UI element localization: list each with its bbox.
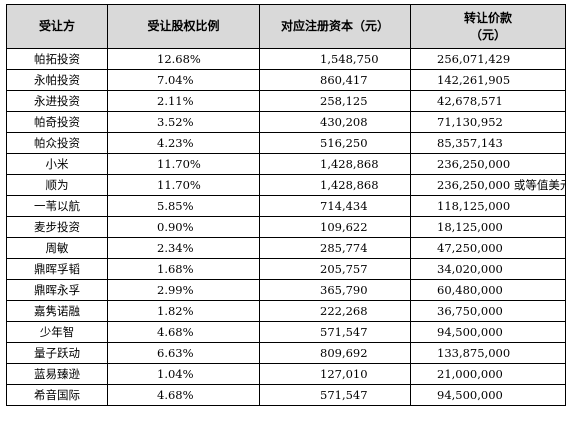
table-row: 少年智 4.68% 571,547 94,500,000 [6,321,566,343]
header-transfer-price: 转让价款 （元） [410,4,566,49]
table-row: 永进投资 2.11% 258,125 42,678,571 [6,90,566,112]
cell-transferee: 顺为 [6,174,108,196]
table-row: 希音国际 4.68% 571,547 94,500,000 [6,384,566,406]
cell-equity-ratio: 1.04% [107,363,260,385]
cell-registered-capital: 1,428,868 [259,153,411,175]
header-transfer-price-line2: （元） [469,27,506,42]
cell-equity-ratio: 4.68% [107,321,260,343]
cell-equity-ratio: 2.99% [107,279,260,301]
table-row: 周敏 2.34% 285,774 47,250,000 [6,237,566,259]
cell-transferee: 帕众投资 [6,132,108,154]
cell-equity-ratio: 2.11% [107,90,260,112]
cell-transfer-price: 34,020,000 [410,258,566,280]
equity-transfer-table: 受让方 受让股权比例 对应注册资本（元） 转让价款 （元） 帕拓投资 12.68%… [6,4,566,406]
cell-transfer-price: 142,261,905 [410,69,566,91]
header-equity-ratio: 受让股权比例 [107,4,260,49]
cell-transferee: 量子跃动 [6,342,108,364]
cell-equity-ratio: 6.63% [107,342,260,364]
cell-transfer-price: 94,500,000 [410,384,566,406]
cell-transfer-price: 42,678,571 [410,90,566,112]
cell-transferee: 永帕投资 [6,69,108,91]
cell-equity-ratio: 2.34% [107,237,260,259]
cell-transfer-price: 36,750,000 [410,300,566,322]
cell-transfer-price: 256,071,429 [410,48,566,70]
cell-transfer-price: 18,125,000 [410,216,566,238]
cell-transferee: 鼎晖永孚 [6,279,108,301]
cell-equity-ratio: 1.82% [107,300,260,322]
cell-transferee: 鼎晖孚韬 [6,258,108,280]
cell-transfer-price: 94,500,000 [410,321,566,343]
cell-equity-ratio: 4.23% [107,132,260,154]
table-row: 小米 11.70% 1,428,868 236,250,000 [6,153,566,175]
cell-registered-capital: 222,268 [259,300,411,322]
cell-equity-ratio: 7.04% [107,69,260,91]
cell-transferee: 蓝易臻逊 [6,363,108,385]
table-row: 帕奇投资 3.52% 430,208 71,130,952 [6,111,566,133]
cell-equity-ratio: 5.85% [107,195,260,217]
cell-equity-ratio: 11.70% [107,153,260,175]
table-row: 量子跃动 6.63% 809,692 133,875,000 [6,342,566,364]
cell-registered-capital: 1,428,868 [259,174,411,196]
cell-transferee: 少年智 [6,321,108,343]
cell-registered-capital: 205,757 [259,258,411,280]
cell-transfer-price: 71,130,952 [410,111,566,133]
cell-transferee: 希音国际 [6,384,108,406]
cell-transferee: 一苇以航 [6,195,108,217]
cell-equity-ratio: 0.90% [107,216,260,238]
table-row: 蓝易臻逊 1.04% 127,010 21,000,000 [6,363,566,385]
cell-registered-capital: 1,548,750 [259,48,411,70]
cell-registered-capital: 365,790 [259,279,411,301]
cell-transfer-price: 85,357,143 [410,132,566,154]
cell-transfer-price: 60,480,000 [410,279,566,301]
cell-registered-capital: 258,125 [259,90,411,112]
cell-equity-ratio: 11.70% [107,174,260,196]
cell-transfer-price: 236,250,000 [410,153,566,175]
cell-transferee: 帕拓投资 [6,48,108,70]
cell-transferee: 永进投资 [6,90,108,112]
table-row: 帕众投资 4.23% 516,250 85,357,143 [6,132,566,154]
cell-registered-capital: 809,692 [259,342,411,364]
table-row: 鼎晖永孚 2.99% 365,790 60,480,000 [6,279,566,301]
cell-transferee: 帕奇投资 [6,111,108,133]
cell-registered-capital: 285,774 [259,237,411,259]
cell-transferee: 小米 [6,153,108,175]
cell-registered-capital: 714,434 [259,195,411,217]
header-transferee: 受让方 [6,4,108,49]
cell-registered-capital: 430,208 [259,111,411,133]
table-row: 鼎晖孚韬 1.68% 205,757 34,020,000 [6,258,566,280]
cell-registered-capital: 571,547 [259,384,411,406]
cell-registered-capital: 571,547 [259,321,411,343]
table-row: 顺为 11.70% 1,428,868 236,250,000 或等值美元 [6,174,566,196]
table-header: 受让方 受让股权比例 对应注册资本（元） 转让价款 （元） [6,4,566,49]
cell-registered-capital: 127,010 [259,363,411,385]
cell-registered-capital: 109,622 [259,216,411,238]
cell-transferee: 周敏 [6,237,108,259]
cell-registered-capital: 860,417 [259,69,411,91]
header-registered-capital: 对应注册资本（元） [259,4,411,49]
cell-registered-capital: 516,250 [259,132,411,154]
cell-transfer-price: 47,250,000 [410,237,566,259]
cell-transferee: 麦步投资 [6,216,108,238]
cell-transfer-price: 21,000,000 [410,363,566,385]
cell-equity-ratio: 4.68% [107,384,260,406]
cell-transfer-price: 236,250,000 或等值美元 [410,174,566,196]
table-row: 一苇以航 5.85% 714,434 118,125,000 [6,195,566,217]
cell-equity-ratio: 3.52% [107,111,260,133]
header-transfer-price-line1: 转让价款 [463,10,512,25]
cell-transfer-price: 133,875,000 [410,342,566,364]
cell-equity-ratio: 1.68% [107,258,260,280]
table-row: 永帕投资 7.04% 860,417 142,261,905 [6,69,566,91]
cell-equity-ratio: 12.68% [107,48,260,70]
table-row: 麦步投资 0.90% 109,622 18,125,000 [6,216,566,238]
cell-transfer-price: 118,125,000 [410,195,566,217]
table-row: 帕拓投资 12.68% 1,548,750 256,071,429 [6,48,566,70]
table-row: 嘉隽诺融 1.82% 222,268 36,750,000 [6,300,566,322]
cell-transferee: 嘉隽诺融 [6,300,108,322]
header-row: 受让方 受让股权比例 对应注册资本（元） 转让价款 （元） [6,4,566,49]
table-body: 帕拓投资 12.68% 1,548,750 256,071,429 永帕投资 7.04% 8… [6,48,566,406]
